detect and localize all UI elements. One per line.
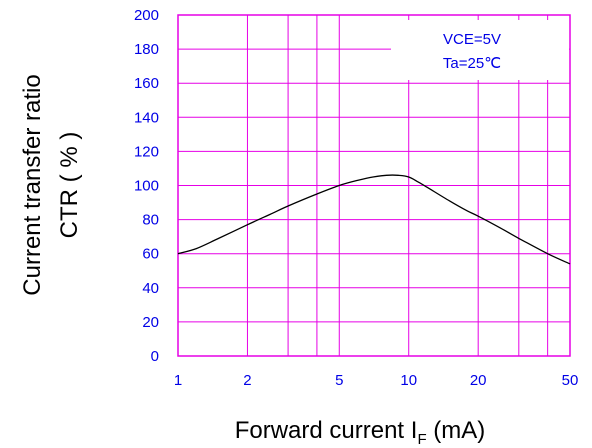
x-tick-label: 5 <box>335 372 343 389</box>
x-tick-label: 50 <box>562 372 579 389</box>
data-series <box>177 174 571 265</box>
x-axis-title-main: Forward current I <box>235 417 418 444</box>
annotation-ta: Ta=25℃ <box>443 55 501 72</box>
grid-lines <box>177 14 571 357</box>
y-axis-title-line1: Current transfer ratio <box>19 74 46 295</box>
annotation-box: VCE=5V Ta=25℃ <box>391 20 569 80</box>
x-tick-labels: 1 2 5 10 20 50 <box>174 372 579 389</box>
x-axis-title-unit: (mA) <box>427 417 486 444</box>
y-tick-label: 160 <box>134 75 159 92</box>
y-tick-label: 200 <box>134 7 159 24</box>
annotation-background <box>391 20 569 80</box>
y-tick-label: 60 <box>142 246 159 263</box>
y-tick-label: 40 <box>142 280 159 297</box>
y-tick-label: 100 <box>134 178 159 195</box>
y-tick-label: 180 <box>134 41 159 58</box>
x-tick-label: 2 <box>243 372 251 389</box>
y-tick-label: 0 <box>151 348 159 365</box>
plot-frame <box>177 14 571 357</box>
x-tick-label: 20 <box>470 372 487 389</box>
annotation-vce: VCE=5V <box>443 31 501 48</box>
y-tick-label: 80 <box>142 212 159 229</box>
y-tick-label: 140 <box>134 109 159 126</box>
ctr-curve-line-0 <box>177 174 571 265</box>
y-axis-title-line2: CTR ( % ) <box>56 132 83 239</box>
x-axis-title: Forward current IF (mA) <box>235 417 486 448</box>
y-tick-labels: 0 20 40 60 80 100 120 140 160 180 200 <box>134 7 159 365</box>
y-tick-label: 120 <box>134 143 159 160</box>
x-tick-label: 10 <box>400 372 417 389</box>
x-axis-title-subscript: F <box>417 431 426 448</box>
y-tick-label: 20 <box>142 314 159 331</box>
y-axis-title: Current transfer ratio CTR ( % ) <box>19 74 83 295</box>
x-tick-label: 1 <box>174 372 182 389</box>
